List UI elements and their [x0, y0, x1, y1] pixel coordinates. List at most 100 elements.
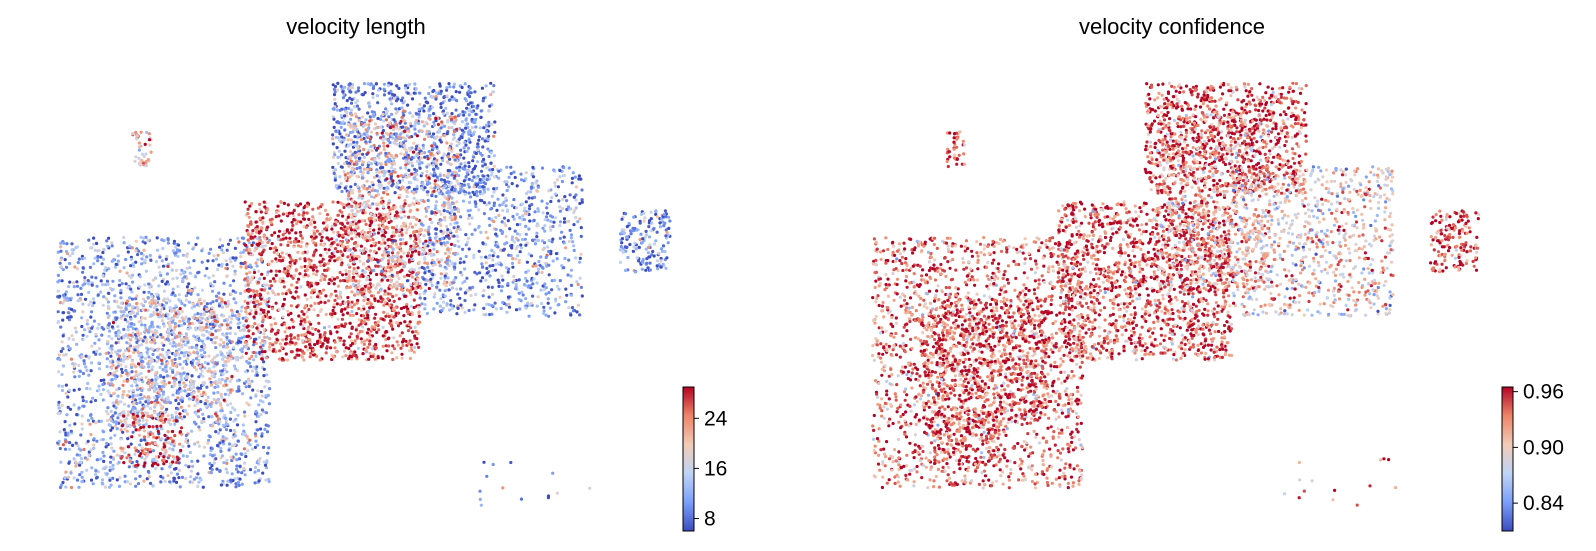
scatter-point — [399, 321, 403, 325]
scatter-point — [76, 444, 80, 448]
scatter-point — [264, 356, 268, 360]
scatter-point — [350, 309, 354, 314]
scatter-point — [199, 353, 204, 357]
scatter-point — [205, 302, 209, 306]
scatter-point — [141, 236, 146, 240]
scatter-point — [405, 288, 409, 292]
scatter-point — [266, 225, 270, 229]
scatter-point — [340, 221, 344, 225]
scatter-point — [303, 293, 307, 297]
scatter-point — [371, 305, 375, 310]
scatter-point — [187, 260, 191, 264]
scatter-point — [336, 317, 340, 321]
scatter-point — [141, 380, 145, 384]
scatter-point — [247, 289, 251, 293]
scatter-point — [190, 382, 194, 386]
scatter-point — [157, 347, 161, 351]
scatter-point — [357, 107, 361, 111]
scatter-point — [410, 155, 414, 160]
scatter-point — [260, 272, 264, 276]
scatter-point — [366, 101, 371, 105]
scatter-point — [263, 244, 268, 248]
scatter-point — [460, 128, 464, 132]
scatter-point — [332, 282, 336, 286]
scatter-point — [241, 423, 245, 427]
scatter-point — [274, 301, 278, 305]
scatter-point — [386, 226, 390, 230]
scatter-point — [376, 356, 380, 360]
scatter-point — [349, 228, 354, 232]
scatter-point — [480, 137, 485, 141]
scatter-point — [81, 371, 85, 376]
scatter-point — [114, 406, 118, 410]
scatter-point — [212, 315, 216, 319]
scatter-point — [139, 319, 143, 323]
scatter-point — [124, 257, 128, 262]
scatter-point — [330, 227, 334, 231]
scatter-point — [184, 294, 188, 298]
scatter-point — [259, 389, 264, 394]
scatter-point — [416, 320, 420, 324]
scatter-point — [117, 357, 121, 361]
scatter-point — [209, 247, 213, 251]
scatter-point — [60, 340, 64, 344]
scatter-point — [223, 333, 227, 338]
scatter-point — [195, 317, 199, 321]
scatter-point — [255, 289, 259, 293]
scatter-point — [134, 239, 138, 243]
scatter-point — [139, 371, 143, 376]
scatter-point — [61, 268, 65, 272]
scatter-point — [336, 155, 340, 159]
scatter-point — [110, 259, 114, 263]
scatter-point — [88, 387, 92, 391]
scatter-point — [236, 340, 240, 344]
scatter-point — [292, 218, 296, 222]
scatter-point — [479, 115, 483, 119]
scatter-point — [99, 419, 103, 423]
scatter-point — [309, 222, 313, 226]
scatter-point — [321, 243, 326, 247]
scatter-point — [343, 186, 347, 190]
scatter-point — [186, 291, 190, 295]
scatter-point — [152, 306, 157, 310]
scatter-point — [200, 339, 205, 343]
scatter-point — [253, 465, 258, 470]
scatter-point — [111, 383, 115, 387]
scatter-point — [282, 201, 286, 205]
scatter-point — [202, 454, 206, 458]
scatter-point — [276, 204, 280, 208]
scatter-point — [174, 466, 178, 471]
scatter-point — [338, 241, 342, 245]
scatter-point — [431, 89, 435, 94]
scatter-point — [238, 477, 242, 481]
scatter-point — [252, 270, 257, 275]
scatter-point — [76, 261, 80, 265]
scatter-point — [219, 343, 223, 347]
scatter-point — [341, 120, 345, 124]
scatter-point — [139, 251, 144, 255]
scatter-point — [136, 350, 140, 354]
scatter-point — [222, 314, 226, 318]
scatter-point — [284, 292, 288, 296]
scatter-point — [472, 155, 476, 159]
scatter-point — [105, 297, 109, 301]
scatter-point — [135, 386, 140, 390]
scatter-point — [170, 332, 174, 337]
scatter-point — [192, 395, 196, 399]
scatter-point — [222, 461, 226, 465]
scatter-point — [136, 253, 140, 257]
scatter-point — [487, 134, 491, 138]
scatter-point — [405, 273, 409, 277]
scatter-point — [243, 451, 247, 456]
scatter-point — [129, 264, 133, 268]
scatter-point — [183, 385, 187, 389]
scatter-point — [210, 424, 214, 428]
scatter-point — [143, 316, 147, 321]
scatter-point — [110, 446, 114, 450]
scatter-point — [173, 294, 177, 298]
scatter-point — [343, 162, 347, 166]
scatter-point — [90, 283, 94, 287]
scatter-point — [135, 460, 139, 464]
scatter-point — [333, 340, 337, 344]
scatter-point — [99, 457, 103, 461]
